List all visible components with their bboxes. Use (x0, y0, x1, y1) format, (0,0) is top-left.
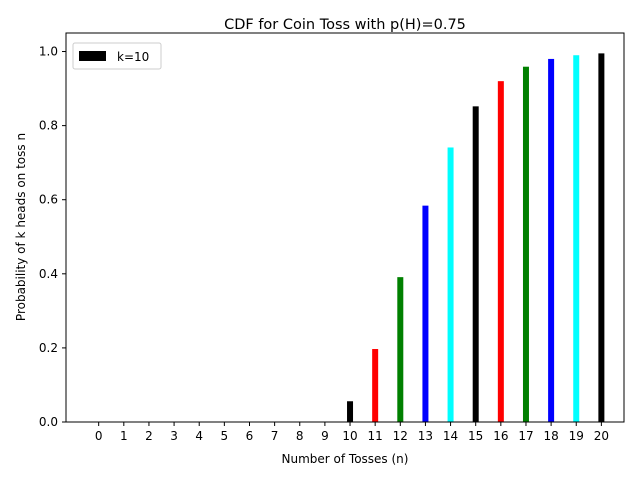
bar-17 (522, 66, 529, 423)
y-tick-label-1.0: 1.0 (39, 45, 58, 59)
y-tick-label-0.0: 0.0 (39, 415, 58, 429)
x-tick-label-20: 20 (594, 429, 609, 443)
x-tick-label-18: 18 (543, 429, 558, 443)
x-tick-label-15: 15 (468, 429, 483, 443)
bar-12 (397, 277, 404, 422)
x-tick-label-0: 0 (95, 429, 103, 443)
bar-19 (573, 55, 580, 422)
x-tick-label-5: 5 (221, 429, 229, 443)
x-tick-label-10: 10 (342, 429, 357, 443)
bar-11 (372, 349, 379, 422)
x-tick-label-3: 3 (170, 429, 178, 443)
bar-16 (497, 81, 504, 422)
x-tick-label-16: 16 (493, 429, 508, 443)
bar-18 (548, 58, 555, 423)
x-tick-label-8: 8 (296, 429, 304, 443)
bar-14 (447, 147, 454, 423)
x-tick-label-6: 6 (246, 429, 254, 443)
bars-group (347, 53, 605, 423)
y-tick-label-0.6: 0.6 (39, 193, 58, 207)
x-tick-label-19: 19 (569, 429, 584, 443)
x-axis-ticks: 0 1 2 3 4 5 6 7 8 9 10 11 12 13 14 15 16 17 18 19 20 (95, 422, 609, 443)
x-tick-label-17: 17 (518, 429, 533, 443)
x-tick-label-12: 12 (393, 429, 408, 443)
x-tick-label-14: 14 (443, 429, 458, 443)
y-tick-label-0.4: 0.4 (39, 267, 58, 281)
legend-swatch (79, 51, 106, 61)
x-tick-label-4: 4 (195, 429, 203, 443)
x-tick-label-2: 2 (145, 429, 153, 443)
bar-13 (422, 205, 429, 422)
plot-frame (65, 32, 625, 423)
x-tick-label-13: 13 (418, 429, 433, 443)
legend-box (72, 42, 162, 70)
x-tick-label-9: 9 (321, 429, 329, 443)
y-axis-ticks: 0.0 0.2 0.4 0.6 0.8 1.0 (39, 45, 66, 429)
bar-20 (598, 53, 605, 422)
bar-15 (472, 106, 479, 422)
legend: k=10 (72, 42, 162, 70)
bar-10 (347, 401, 354, 422)
chart-title: CDF for Coin Toss with p(H)=0.75 (224, 17, 466, 33)
legend-label: k=10 (117, 50, 149, 64)
x-tick-label-1: 1 (120, 429, 128, 443)
y-tick-label-0.2: 0.2 (39, 341, 58, 355)
y-tick-label-0.8: 0.8 (39, 119, 58, 133)
x-tick-label-11: 11 (368, 429, 383, 443)
x-axis-label: Number of Tosses (n) (282, 452, 409, 466)
y-axis-label: Probability of k heads on toss n (14, 133, 28, 321)
x-tick-label-7: 7 (271, 429, 279, 443)
